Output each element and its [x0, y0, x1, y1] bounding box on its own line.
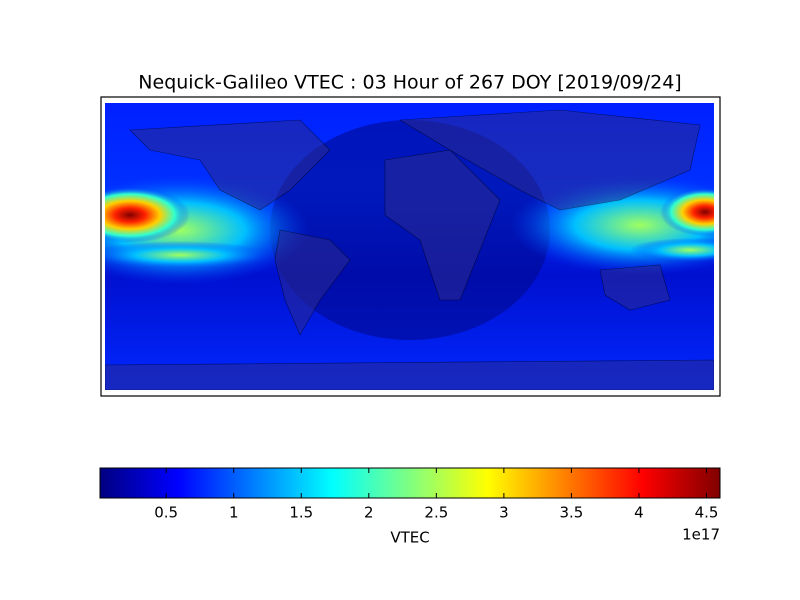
colorbar-tick-label: 1.5 — [289, 504, 313, 522]
colorbar: 0.5 1 1.5 2 2.5 3 3.5 4 4.5 VTEC 1e17 — [99, 467, 721, 547]
colorbar-tick-label: 2 — [364, 504, 374, 522]
colorbar-tick-label: 3 — [499, 504, 509, 522]
map — [105, 103, 714, 390]
colorbar-tick-label: 3.5 — [559, 504, 583, 522]
colorbar-tick-label: 2.5 — [424, 504, 448, 522]
colorbar-tick-label: 4 — [634, 504, 644, 522]
chart-title: Nequick-Galileo VTEC : 03 Hour of 267 DO… — [138, 72, 681, 94]
colorbar-fill — [99, 467, 721, 499]
colorbar-offset: 1e17 — [682, 526, 720, 544]
map-frame — [100, 96, 721, 397]
colorbar-tick-label: 4.5 — [695, 504, 719, 522]
colorbar-tick-label: 0.5 — [154, 504, 178, 522]
colorbar-label: VTEC — [390, 529, 429, 547]
colorbar-tick-label: 1 — [229, 504, 239, 522]
